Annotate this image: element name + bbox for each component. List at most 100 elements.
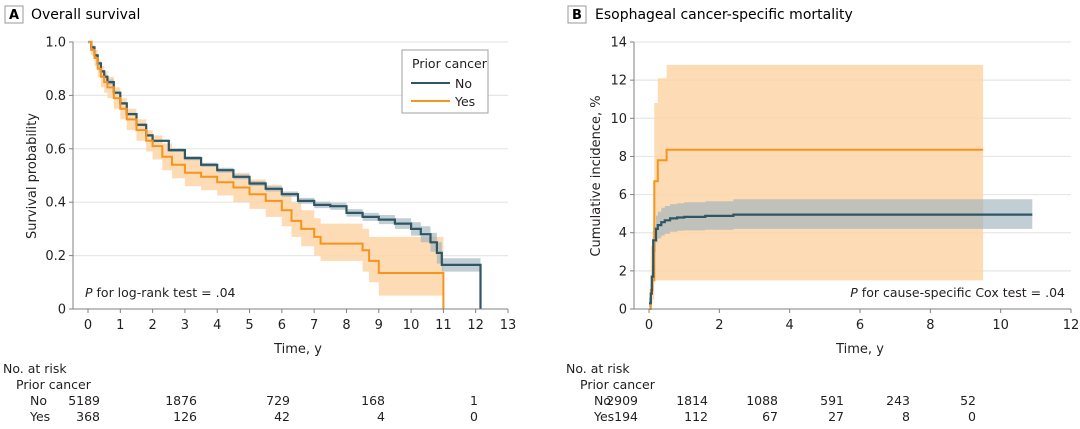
panel-a-xtick-label: 10 xyxy=(403,318,420,333)
panel-a-title: Overall survival xyxy=(31,7,140,23)
risk-table-a-group: Prior cancer xyxy=(16,377,92,392)
panel-a-xtick-label: 2 xyxy=(148,318,156,333)
panel-b-label: B xyxy=(572,8,582,23)
panel-b-xlabel: Time, y xyxy=(835,342,884,357)
panel-b-label-box xyxy=(567,5,587,24)
risk-table-b-cell: 27 xyxy=(828,409,844,424)
risk-table-b-values: 2909 1814 1088 591 243 52 194 112 67 27 8 0 xyxy=(606,393,976,424)
panel-b-pvalue: P for cause-specific Cox test = .04 xyxy=(850,285,1065,300)
panel-b-xtick-label: 12 xyxy=(1063,318,1080,333)
panel-b-xtick-label: 2 xyxy=(715,318,723,333)
panel-b-xtick-label: 8 xyxy=(926,318,934,333)
panel-b-ytick-label: 8 xyxy=(619,150,627,165)
panel-a-label: A xyxy=(9,8,19,23)
panel-a-xlabel: Time, y xyxy=(273,342,322,357)
panel-a-pvalue: P for log-rank test = .04 xyxy=(85,285,236,300)
panel-b-xtick-label: 0 xyxy=(645,318,653,333)
panel-a-ytick-label: 1.0 xyxy=(45,36,66,51)
panel-a-ylabel: Survival probability xyxy=(25,113,40,239)
risk-table-b-cell: 67 xyxy=(762,409,778,424)
risk-table-a-values: 5189 1876 729 168 1 368 126 42 4 0 xyxy=(68,393,478,424)
panel-a-xtick-label: 6 xyxy=(278,318,286,333)
risk-table-a-cell: 1876 xyxy=(165,393,197,408)
risk-table-b-cell: 8 xyxy=(902,409,910,424)
panel-b-series-line-no xyxy=(649,213,1033,305)
risk-table-b-cell: 0 xyxy=(968,409,976,424)
panel-b-pvalue-text: for cause-specific Cox test = .04 xyxy=(858,285,1065,300)
panel-a-xtick-label: 0 xyxy=(84,318,92,333)
panel-b-pvalue-p: P xyxy=(850,285,858,300)
panel-b-xtick-label: 4 xyxy=(786,318,794,333)
risk-table-b-cell: 1814 xyxy=(676,393,708,408)
panel-b-ci-band-yes xyxy=(649,64,984,310)
risk-table-b-title: No. at risk xyxy=(566,361,630,376)
risk-table-a-row-label-yes: Yes xyxy=(29,409,50,424)
risk-table-a-cell: 4 xyxy=(377,409,385,424)
panel-a-xtick-label: 9 xyxy=(375,318,383,333)
panel-a-ytick-label: 0.8 xyxy=(45,89,66,104)
panel-a-xtick-label: 1 xyxy=(116,318,124,333)
panel-a-ytick-label: 0 xyxy=(58,303,66,318)
risk-table-a-cell: 0 xyxy=(470,409,478,424)
panel-a-xtick-label: 11 xyxy=(435,318,452,333)
risk-table-b-group: Prior cancer xyxy=(580,377,656,392)
panel-a-ytick-label: 0.4 xyxy=(45,196,66,211)
panel-a-plot: 00.20.40.60.81.00 1 2 3 4 5 6 7 8 9 10 11 12 13 xyxy=(45,36,516,334)
risk-table-a-row-label-no: No xyxy=(30,393,47,408)
panel-a-xtick-label: 5 xyxy=(245,318,253,333)
panel-a-pvalue-text: for log-rank test = .04 xyxy=(93,285,236,300)
panel-b-plot: 0 2 4 6 8 10 12 14 0 2 4 6 8 10 12 xyxy=(610,36,1079,334)
panel-b-ytick-label: 12 xyxy=(610,74,627,89)
panel-a-xtick-label: 12 xyxy=(467,318,484,333)
legend-box xyxy=(401,49,489,114)
panel-a-pvalue-p: P xyxy=(85,285,93,300)
panel-a-xtick-label: 3 xyxy=(181,318,189,333)
panel-a-label-box xyxy=(4,5,24,24)
risk-table-b-cell: 591 xyxy=(820,393,844,408)
panel-a-series-line-no xyxy=(88,40,482,309)
risk-table-b-row-label-yes: Yes xyxy=(593,409,614,424)
panel-b-ytick-label: 6 xyxy=(619,188,627,203)
panel-b-ytick-label: 14 xyxy=(610,36,627,51)
risk-table-b-cell: 194 xyxy=(614,409,638,424)
panel-a-ytick-label: 0.2 xyxy=(45,249,66,264)
panel-a-xtick-label: 4 xyxy=(213,318,221,333)
panel-b-header: B Esophageal cancer-specific mortality xyxy=(567,5,853,24)
legend-label-no: No xyxy=(455,76,472,91)
panel-b-ci-band-no xyxy=(649,199,1033,308)
panel-b-ytick-label: 2 xyxy=(619,264,627,279)
panel-a-xtick-label: 7 xyxy=(310,318,318,333)
panel-a-legend: Prior cancer No Yes xyxy=(401,49,489,114)
risk-table-b-cell: 52 xyxy=(960,393,976,408)
panel-b-title: Esophageal cancer-specific mortality xyxy=(595,7,853,23)
risk-table-b-cell: 1088 xyxy=(746,393,778,408)
panel-a-xtick-label: 8 xyxy=(342,318,350,333)
panel-b-ytick-label: 4 xyxy=(619,226,627,241)
risk-table-a-cell: 126 xyxy=(173,409,197,424)
legend-label-yes: Yes xyxy=(454,94,475,109)
panel-b-ytick-label: 10 xyxy=(610,112,627,127)
panel-a-header: A Overall survival xyxy=(4,5,140,24)
risk-table-a-cell: 168 xyxy=(361,393,385,408)
panel-b-risk-table: No. at risk Prior cancer No Yes 2909 1814… xyxy=(566,361,976,424)
risk-table-a-cell: 1 xyxy=(470,393,478,408)
panel-b-xtick-label: 10 xyxy=(992,318,1009,333)
panel-b-ylabel: Cumulative incidence, % xyxy=(589,95,604,256)
risk-table-a-cell: 729 xyxy=(266,393,290,408)
panel-a-ci-band-yes xyxy=(88,42,444,309)
panel-b-ytick-label: 0 xyxy=(619,303,627,318)
risk-table-a-cell: 42 xyxy=(274,409,290,424)
panel-b-xtick-label: 6 xyxy=(856,318,864,333)
risk-table-a-cell: 5189 xyxy=(68,393,100,408)
risk-table-a-cell: 368 xyxy=(76,409,100,424)
risk-table-b-cell: 112 xyxy=(684,409,708,424)
panel-a-ytick-label: 0.6 xyxy=(45,142,66,157)
panel-a-xtick-label: 13 xyxy=(500,318,517,333)
risk-table-b-cell: 243 xyxy=(886,393,910,408)
panel-a-risk-table: No. at risk Prior cancer No Yes 5189 1876… xyxy=(3,361,478,424)
legend-title: Prior cancer xyxy=(412,56,488,71)
risk-table-a-title: No. at risk xyxy=(3,361,67,376)
panel-a-series-line-yes xyxy=(88,41,445,309)
risk-table-b-row-label-no: No xyxy=(594,393,611,408)
